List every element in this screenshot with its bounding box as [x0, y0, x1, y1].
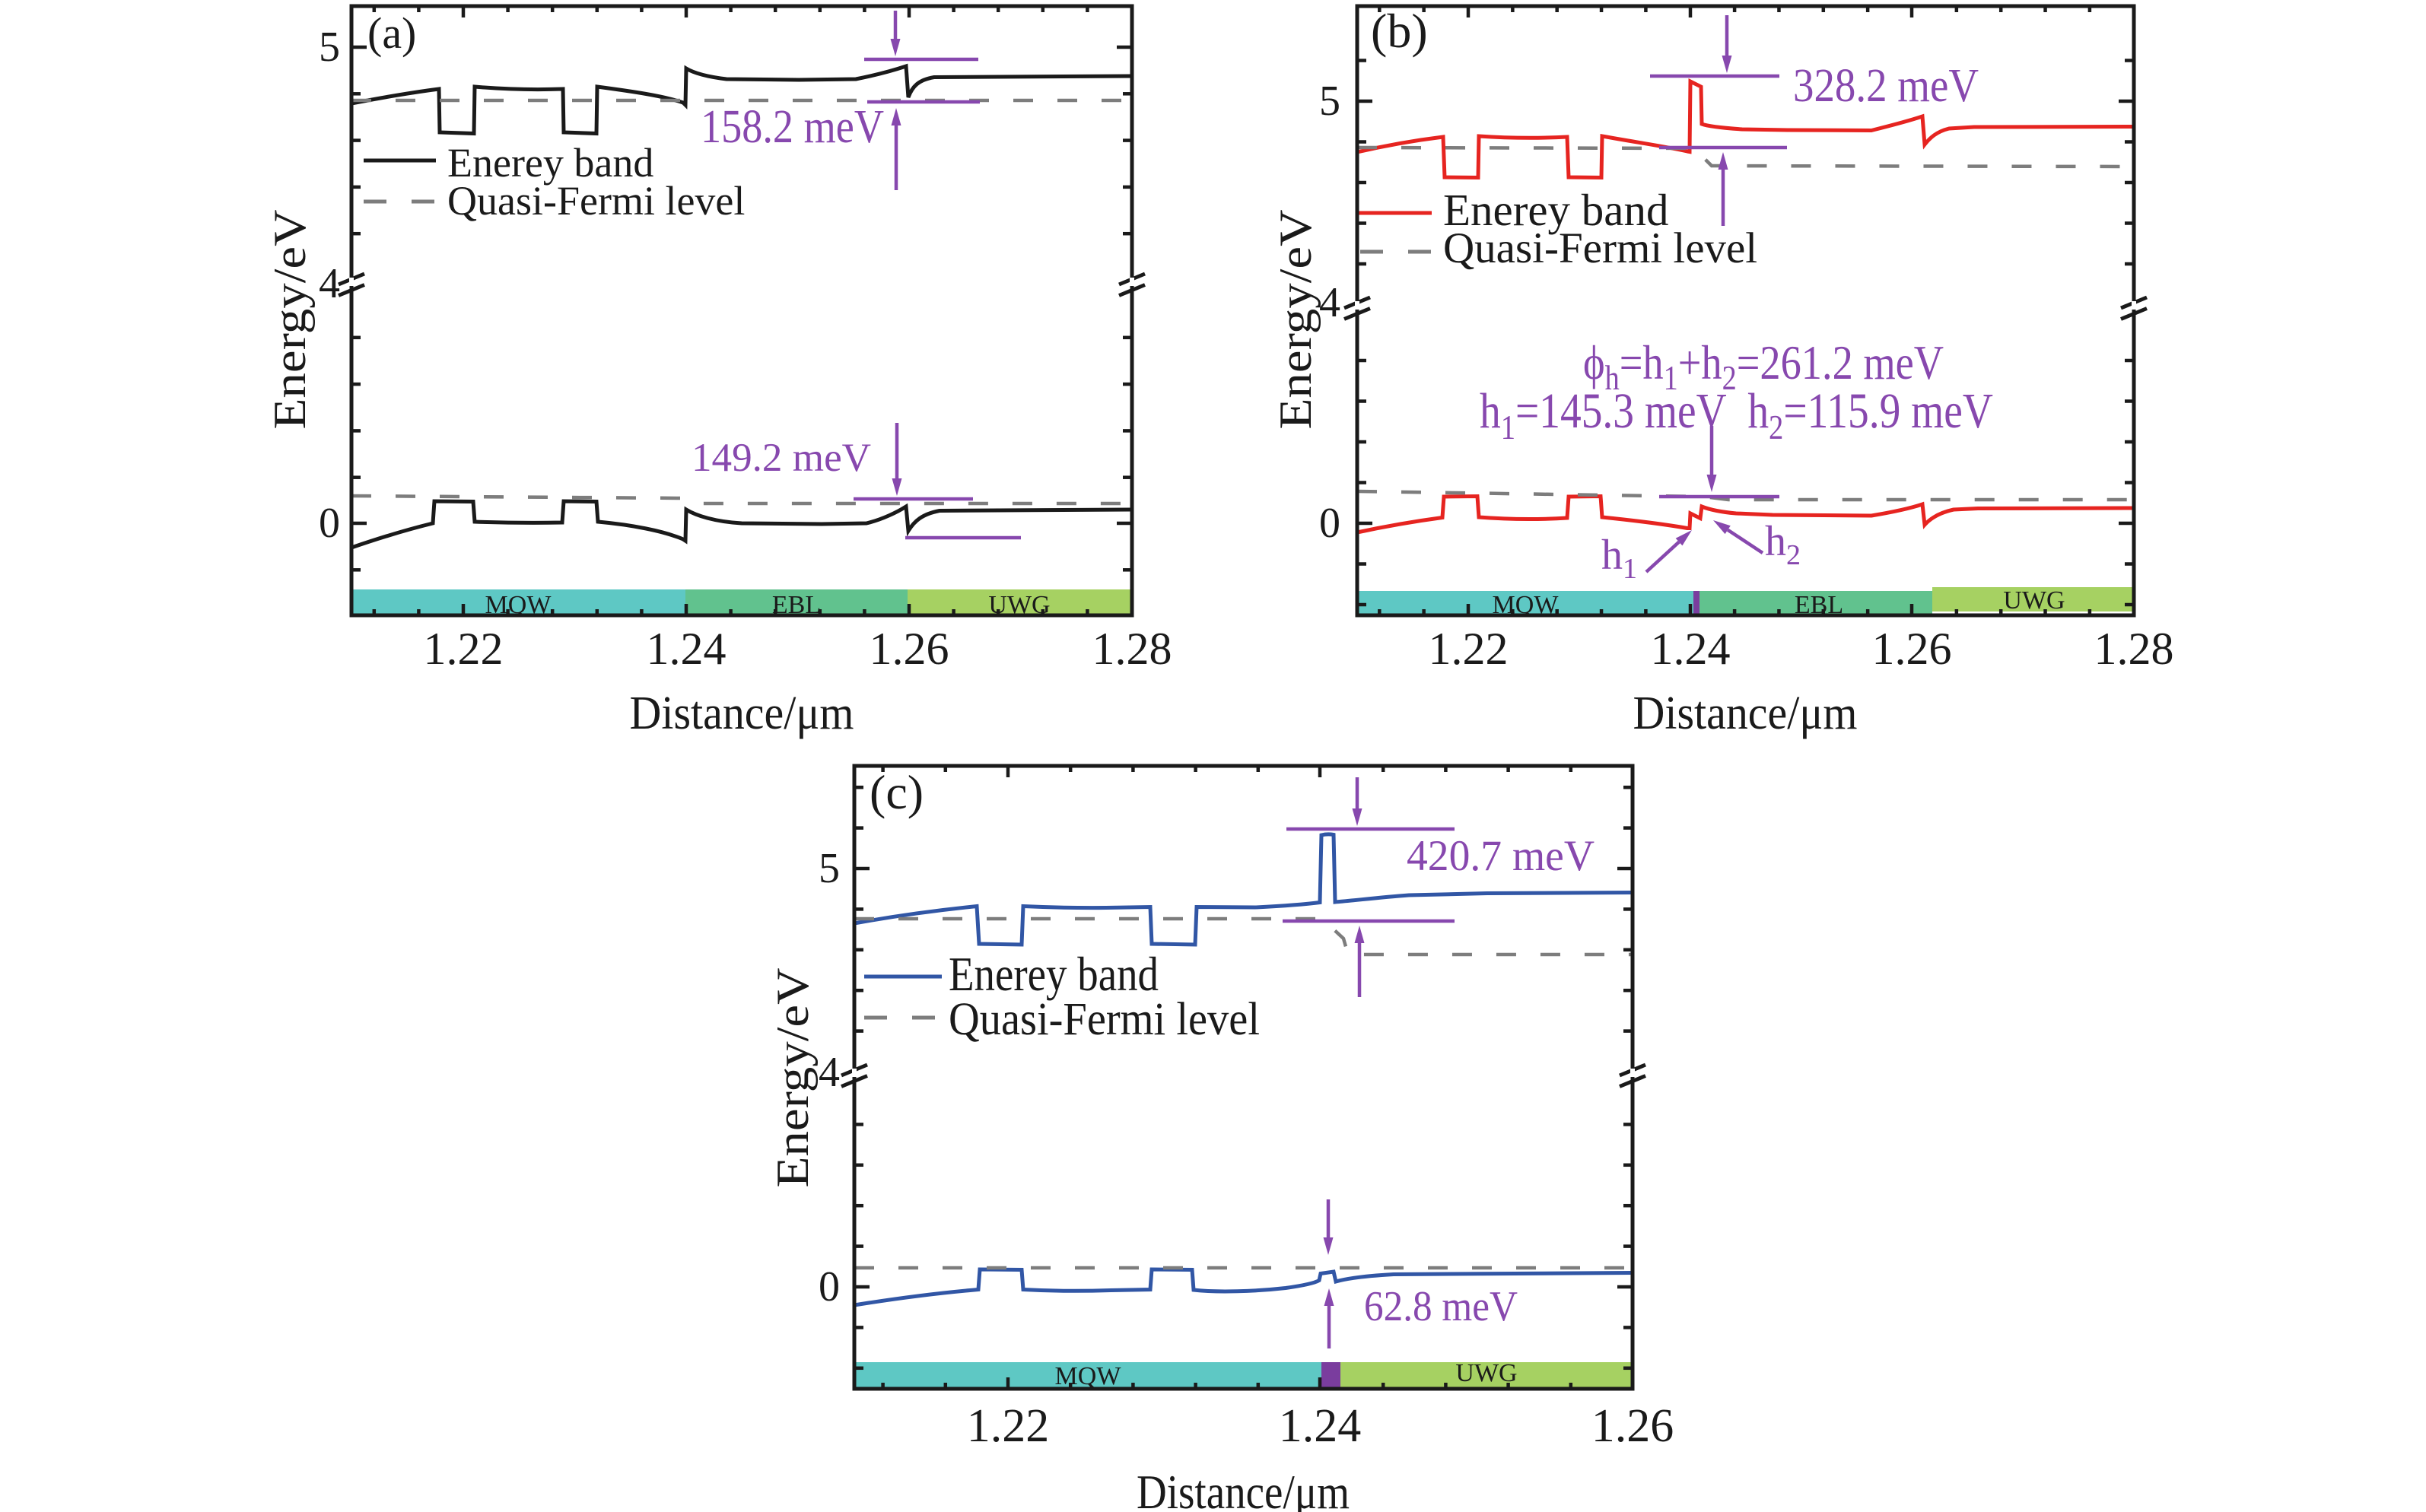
svg-text:Distance/μm: Distance/μm [1633, 688, 1858, 739]
svg-text:(c): (c) [870, 765, 924, 819]
svg-text:158.2 meV: 158.2 meV [701, 101, 884, 153]
svg-text:Enerey band: Enerey band [1443, 185, 1669, 235]
svg-text:420.7 meV: 420.7 meV [1407, 832, 1595, 880]
svg-text:ϕh=h1+h2=261.2 meV: ϕh=h1+h2=261.2 meV [1583, 335, 1944, 398]
svg-text:Energy/eV: Energy/eV [1270, 210, 1321, 430]
svg-text:1.22: 1.22 [967, 1400, 1050, 1452]
svg-text:h1=145.3 meV h2=115.9 meV: h1=145.3 meV h2=115.9 meV [1480, 384, 1993, 447]
svg-text:UWG: UWG [2003, 586, 2065, 615]
svg-text:1.26: 1.26 [870, 624, 949, 674]
svg-text:5: 5 [319, 24, 340, 71]
svg-text:4: 4 [819, 1049, 840, 1096]
svg-text:(b): (b) [1371, 4, 1428, 58]
svg-text:4: 4 [319, 260, 340, 307]
svg-text:Energy/eV: Energy/eV [265, 210, 315, 430]
svg-text:0: 0 [1319, 500, 1340, 547]
svg-text:0: 0 [819, 1263, 840, 1310]
svg-text:Enerey band: Enerey band [447, 140, 653, 186]
svg-text:1.24: 1.24 [1279, 1400, 1362, 1452]
svg-text:(a): (a) [367, 8, 416, 58]
svg-text:Quasi-Fermi level: Quasi-Fermi level [447, 178, 745, 224]
svg-text:1.26: 1.26 [1872, 624, 1952, 674]
svg-text:Quasi-Fermi level: Quasi-Fermi level [949, 994, 1260, 1045]
svg-text:4: 4 [1319, 279, 1340, 326]
svg-text:Quasi-Fermi level: Quasi-Fermi level [1443, 224, 1757, 272]
svg-text:MQW: MQW [1055, 1362, 1122, 1390]
svg-text:1.28: 1.28 [1092, 624, 1172, 674]
svg-text:5: 5 [819, 845, 840, 892]
svg-text:Enerey band: Enerey band [949, 947, 1159, 1001]
svg-text:149.2 meV: 149.2 meV [692, 436, 871, 480]
svg-text:1.22: 1.22 [424, 624, 504, 674]
svg-text:1.28: 1.28 [2094, 624, 2174, 674]
svg-text:1.26: 1.26 [1591, 1400, 1674, 1452]
svg-text:1.24: 1.24 [1651, 624, 1731, 674]
svg-text:Energy/eV: Energy/eV [768, 968, 818, 1188]
svg-text:1.24: 1.24 [647, 624, 727, 674]
svg-text:1.22: 1.22 [1429, 624, 1509, 674]
svg-text:328.2 meV: 328.2 meV [1793, 60, 1979, 112]
svg-text:62.8 meV: 62.8 meV [1364, 1283, 1518, 1330]
svg-text:Distance/μm: Distance/μm [630, 688, 854, 739]
svg-text:5: 5 [1319, 78, 1340, 125]
svg-text:UWG: UWG [1455, 1359, 1517, 1387]
svg-text:0: 0 [319, 500, 340, 547]
svg-text:Distance/μm: Distance/μm [1137, 1465, 1350, 1512]
